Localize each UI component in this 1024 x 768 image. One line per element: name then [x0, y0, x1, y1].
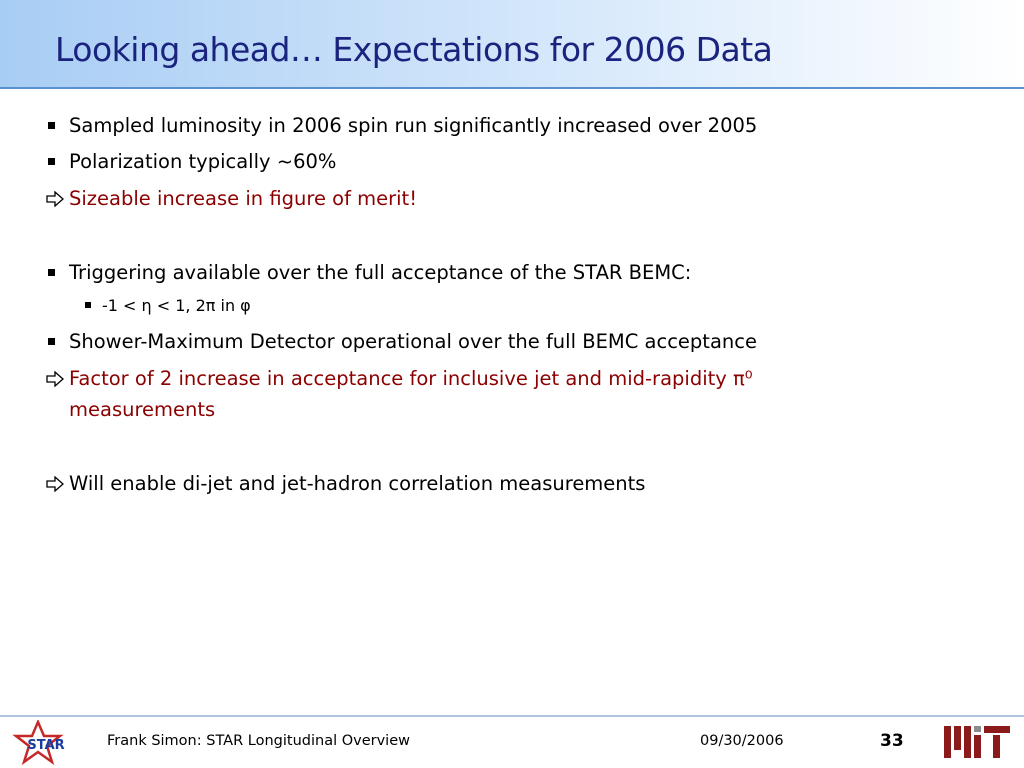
bullet-text: Will enable di-jet and jet-hadron correl…: [69, 472, 646, 495]
bullet-text: Sampled luminosity in 2006 spin run sign…: [69, 114, 758, 137]
star-logo: STAR: [12, 720, 65, 766]
mit-logo: [944, 726, 1010, 758]
arrow-icon: [46, 191, 64, 207]
title-bar: Looking ahead… Expectations for 2006 Dat…: [0, 0, 1024, 89]
page-number: 33: [880, 731, 904, 751]
bullet-text: Shower-Maximum Detector operational over…: [69, 330, 757, 353]
arrow-icon: [46, 371, 64, 387]
footer-rule: [0, 715, 1024, 717]
logo-text: STAR: [27, 738, 64, 753]
slide-title: Looking ahead… Expectations for 2006 Dat…: [55, 30, 773, 69]
bullet-text: Polarization typically ~60%: [69, 150, 337, 173]
footer-author: Frank Simon: STAR Longitudinal Overview: [107, 733, 410, 749]
bullet-text: Factor of 2 increase in acceptance for i…: [69, 367, 753, 421]
arrow-icon: [46, 476, 64, 492]
bullet-text: -1 < η < 1, 2π in φ: [102, 296, 251, 315]
bullet-text: Triggering available over the full accep…: [69, 261, 692, 284]
footer-date: 09/30/2006: [700, 733, 784, 749]
bullet-text: Sizeable increase in figure of merit!: [69, 187, 418, 210]
